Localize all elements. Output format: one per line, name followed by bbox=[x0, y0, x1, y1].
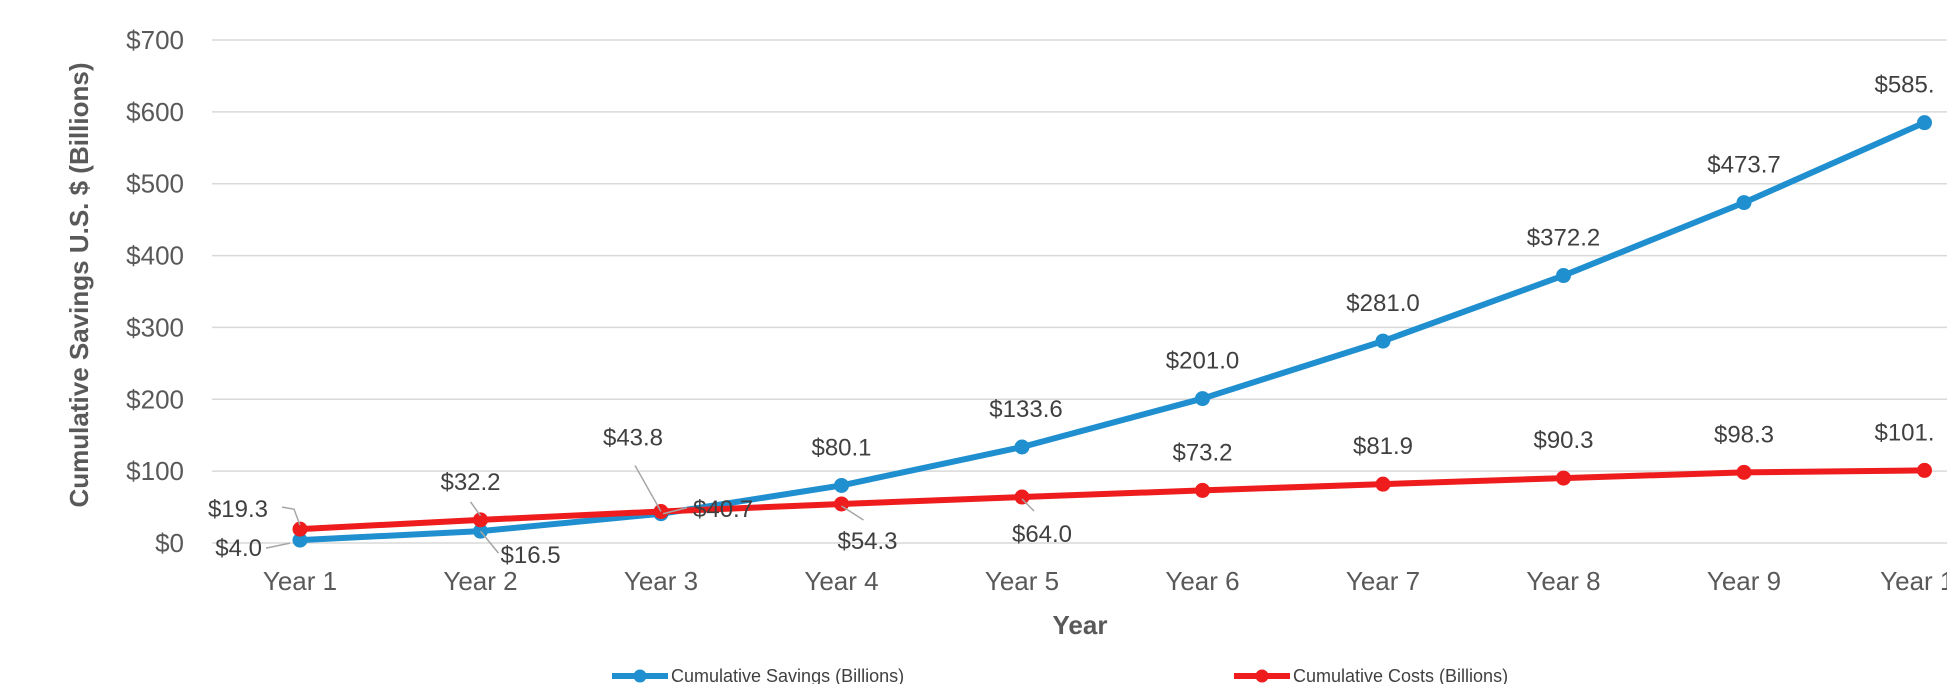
x-tick-label: Year 4 bbox=[804, 566, 878, 596]
data-point bbox=[653, 504, 669, 520]
y-tick-label: $400 bbox=[126, 241, 184, 271]
data-labels: $4.0 $16.5 $40.7 $80.1 $133.6 $201.0 $281.0 $37… bbox=[208, 72, 1935, 570]
x-tick-label: Year 9 bbox=[1707, 566, 1781, 596]
data-point bbox=[1014, 489, 1030, 505]
data-point bbox=[1917, 115, 1932, 131]
label-leader-line bbox=[265, 542, 291, 549]
x-tick-label: Year 3 bbox=[624, 566, 698, 596]
label-leader-line bbox=[479, 530, 500, 554]
data-point bbox=[1556, 268, 1571, 284]
x-tick-label: Year 5 bbox=[985, 566, 1059, 596]
data-label: $81.9 bbox=[1353, 433, 1413, 460]
label-leader-line bbox=[281, 506, 301, 526]
x-tick-label: Year 7 bbox=[1346, 566, 1420, 596]
y-tick-label: $200 bbox=[126, 384, 184, 414]
data-point bbox=[1195, 391, 1210, 407]
y-tick-label: $0 bbox=[155, 528, 184, 558]
data-label: $43.8 bbox=[603, 425, 663, 452]
y-tick-label: $500 bbox=[126, 169, 184, 199]
label-leader-line bbox=[1021, 498, 1035, 512]
data-point bbox=[292, 521, 308, 537]
series-line bbox=[297, 467, 1928, 533]
label-leader-line bbox=[634, 465, 662, 512]
data-label: $133.6 bbox=[989, 396, 1062, 423]
data-point bbox=[1917, 462, 1932, 478]
gridlines bbox=[212, 39, 1947, 544]
y-tick-label: $300 bbox=[126, 312, 184, 342]
data-label: $372.2 bbox=[1527, 225, 1600, 252]
label-leader-line bbox=[662, 507, 688, 515]
y-axis-ticks: $0 $100 $200 $300 $400 $500 $600 $700 bbox=[126, 25, 184, 558]
x-tick-label: Year 1 bbox=[263, 566, 337, 596]
data-label: $90.3 bbox=[1533, 427, 1593, 454]
x-axis-title: Year bbox=[1053, 610, 1108, 640]
y-axis-title: Cumulative Savings U.S. $ (Billions) bbox=[64, 63, 94, 508]
y-tick-label: $700 bbox=[126, 25, 184, 55]
data-label: $585. bbox=[1874, 72, 1934, 99]
data-point bbox=[292, 532, 308, 548]
data-point bbox=[473, 512, 488, 528]
legend-swatch-marker bbox=[633, 669, 647, 683]
data-point bbox=[834, 477, 849, 493]
data-point bbox=[1375, 476, 1391, 492]
savings-series bbox=[292, 115, 1932, 548]
costs-series bbox=[292, 462, 1932, 537]
data-label: $73.2 bbox=[1172, 439, 1232, 466]
series-line bbox=[297, 119, 1928, 544]
data-label: $40.7 bbox=[693, 496, 753, 523]
legend-swatch-marker bbox=[1255, 669, 1269, 683]
legend-item: Cumulative Costs (Billions) bbox=[1234, 666, 1508, 684]
legend-item: Cumulative Savings (Billions) bbox=[612, 666, 904, 684]
label-leader-line bbox=[469, 501, 482, 517]
data-point bbox=[1736, 195, 1752, 211]
x-tick-label: Year 10 bbox=[1880, 566, 1947, 596]
legend: Cumulative Savings (Billions) Cumulative … bbox=[612, 666, 1508, 684]
y-tick-label: $100 bbox=[126, 456, 184, 486]
x-tick-label: Year 6 bbox=[1165, 566, 1239, 596]
legend-label: Cumulative Savings (Billions) bbox=[671, 666, 904, 684]
data-label: $16.5 bbox=[501, 542, 561, 569]
data-label: $98.3 bbox=[1714, 421, 1774, 448]
data-label: $32.2 bbox=[440, 469, 500, 496]
x-tick-label: Year 2 bbox=[443, 566, 517, 596]
data-point bbox=[1375, 333, 1391, 349]
data-point bbox=[1556, 470, 1571, 486]
data-label: $64.0 bbox=[1012, 521, 1072, 548]
data-label: $473.7 bbox=[1707, 152, 1780, 179]
data-label: $281.0 bbox=[1346, 290, 1419, 317]
data-label: $54.3 bbox=[837, 528, 897, 555]
data-point bbox=[1014, 439, 1030, 455]
data-label: $19.3 bbox=[208, 496, 268, 523]
data-label: $80.1 bbox=[811, 434, 871, 461]
legend-label: Cumulative Costs (Billions) bbox=[1293, 666, 1508, 684]
data-point bbox=[1195, 482, 1210, 498]
x-axis-ticks: Year 1 Year 2 Year 3 Year 4 Year 5 Year 6 Year… bbox=[263, 566, 1947, 596]
data-label: $201.0 bbox=[1166, 348, 1239, 375]
data-label: $101. bbox=[1874, 419, 1934, 446]
x-tick-label: Year 8 bbox=[1526, 566, 1600, 596]
data-label: $4.0 bbox=[215, 535, 262, 562]
y-tick-label: $600 bbox=[126, 97, 184, 127]
label-leader-line bbox=[841, 505, 864, 521]
data-point bbox=[1736, 464, 1752, 480]
series-lines bbox=[292, 115, 1932, 548]
